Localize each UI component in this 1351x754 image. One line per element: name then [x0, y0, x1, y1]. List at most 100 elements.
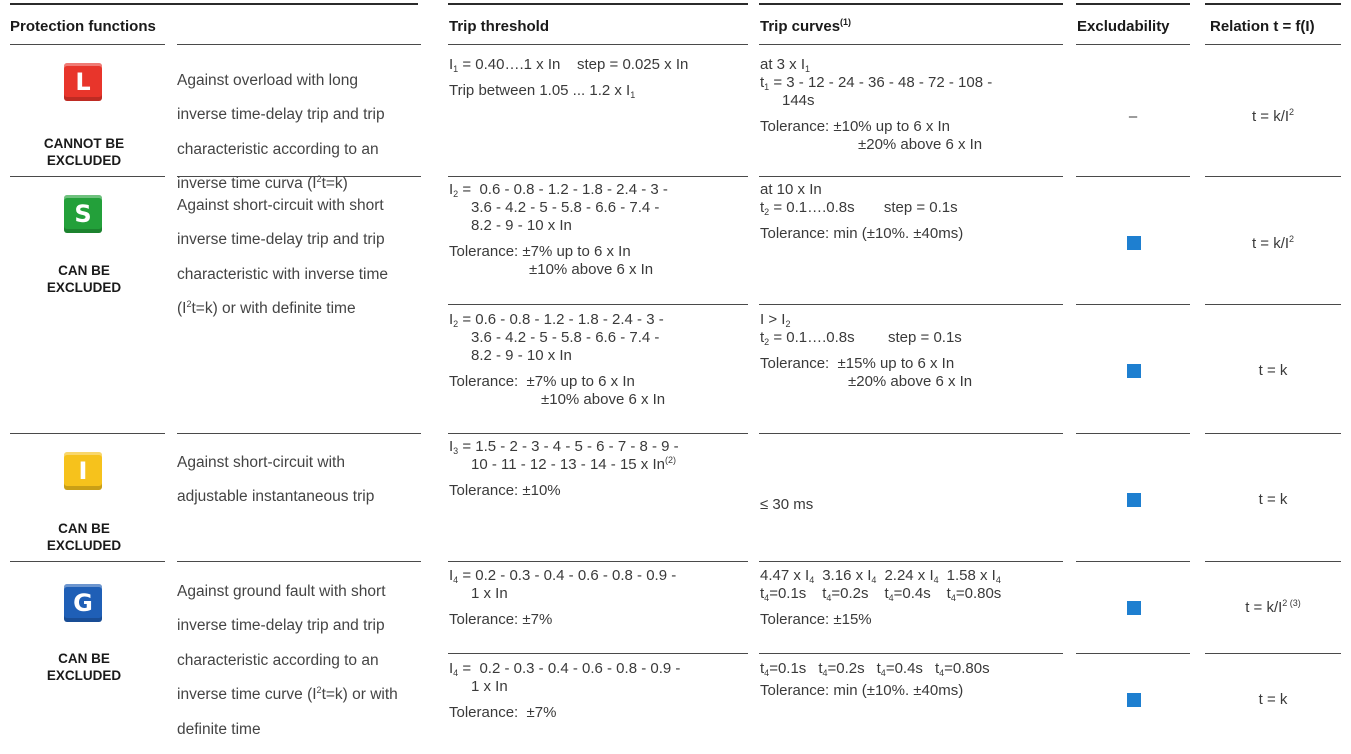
- relation-G-2: t = k: [1258, 691, 1288, 708]
- header-relation: Relation t = f(I): [1210, 18, 1315, 35]
- row-divider-S-3: [448, 433, 748, 434]
- header-divider-curves: [759, 44, 1063, 45]
- desc-G: Against ground fault with short inverse …: [177, 566, 421, 754]
- desc-I-2: adjustable instantaneous trip: [177, 488, 375, 505]
- label-L-2: EXCLUDED: [46, 153, 122, 168]
- curve-col-G1-2: 3.16 x I4 t4=0.2s: [822, 567, 877, 603]
- threshold-S-1: I2 = 0.6 - 0.8 - 1.2 - 1.8 - 2.4 - 3 - 3…: [449, 181, 668, 278]
- relation-L: t = k/I2: [1251, 107, 1295, 126]
- header-trip-threshold: Trip threshold: [449, 18, 550, 35]
- row-divider-L-6: [1205, 176, 1341, 177]
- desc-I: Against short-circuit with adjustable in…: [177, 437, 421, 522]
- header-divider-2: [177, 44, 421, 45]
- label-G-2: EXCLUDED: [46, 668, 122, 683]
- header-rule-relation: [1205, 3, 1341, 5]
- desc-G-2: inverse time-delay trip and trip: [177, 617, 385, 634]
- row-divider-I-5: [1076, 561, 1190, 562]
- row-divider-I-6: [1205, 561, 1341, 562]
- desc-L-2: inverse time-delay trip and trip: [177, 106, 385, 123]
- desc-S-4: (I2t=k) or with definite time: [177, 299, 356, 318]
- row-divider-G-mid-3: [1076, 653, 1190, 654]
- row-divider-I-2: [177, 561, 421, 562]
- row-divider-I-1: [10, 561, 165, 562]
- row-divider-G-mid-2: [759, 653, 1063, 654]
- curve-col-G1-3: 2.24 x I4 t4=0.4s: [884, 567, 939, 603]
- label-S-2: EXCLUDED: [46, 280, 122, 295]
- label-L-1: CANNOT BE: [43, 136, 125, 151]
- label-I-1: CAN BE: [58, 521, 110, 536]
- desc-L-1: Against overload with long: [177, 71, 358, 89]
- row-divider-L-1: [10, 176, 165, 177]
- label-G-1: CAN BE: [58, 651, 110, 666]
- desc-L-4: inverse time curva (I2t=k): [177, 174, 348, 193]
- header-divider-1: [10, 44, 165, 45]
- label-I-2: EXCLUDED: [46, 538, 122, 553]
- row-divider-L-3: [448, 176, 748, 177]
- desc-G-3: characteristic according to an: [177, 651, 379, 669]
- header-trip-curves: Trip curves(1): [760, 17, 852, 36]
- row-divider-S-mid-4: [1205, 304, 1341, 305]
- row-divider-S-5: [1076, 433, 1190, 434]
- curves-S-2: I > I2 t2 = 0.1….0.8s step = 0.1s Tolera…: [760, 311, 973, 390]
- curve-col-G1-1: 4.47 x I4 t4=0.1s: [760, 567, 815, 603]
- curves-L: at 3 x I1 t1 = 3 - 12 - 24 - 36 - 48 - 7…: [760, 56, 993, 153]
- excludability-L: –: [1128, 108, 1138, 125]
- threshold-I: I3 = 1.5 - 2 - 3 - 4 - 5 - 6 - 7 - 8 - 9…: [449, 438, 679, 499]
- label-S-1: CAN BE: [58, 263, 110, 278]
- row-divider-S-2: [177, 433, 421, 434]
- curve-col-G2-4: t4=0.80s: [934, 660, 990, 678]
- desc-S: Against short-circuit with short inverse…: [177, 180, 421, 334]
- threshold-S-2: I2 = 0.6 - 0.8 - 1.2 - 1.8 - 2.4 - 3 - 3…: [449, 311, 666, 408]
- header-trip-curves-note: (1): [840, 17, 852, 27]
- header-trip-curves-text: Trip curves: [760, 18, 841, 35]
- row-divider-L-4: [759, 176, 1063, 177]
- badge-G: G: [64, 584, 102, 622]
- excludable-marker-S-1: [1127, 236, 1141, 250]
- row-divider-I-3: [448, 561, 748, 562]
- curves-G-1: 4.47 x I4 t4=0.1s 3.16 x I4 t4=0.2s 2.24 x…: [760, 567, 1002, 628]
- desc-G-5: definite time: [177, 720, 261, 738]
- curves-G-2: t4=0.1s t4=0.2s t4=0.4s t4=0.80s Toleran…: [760, 660, 990, 699]
- curves-S-1: at 10 x In t2 = 0.1….0.8s step = 0.1s To…: [760, 181, 964, 242]
- desc-S-3: characteristic with inverse time: [177, 265, 389, 283]
- header-rule-threshold: [448, 3, 748, 5]
- curve-col-G2-3: t4=0.4s: [876, 660, 923, 678]
- desc-S-2: inverse time-delay trip and trip: [177, 231, 385, 248]
- row-divider-S-mid-2: [759, 304, 1063, 305]
- row-divider-S-mid-1: [448, 304, 748, 305]
- curve-col-G2-2: t4=0.2s: [818, 660, 865, 678]
- relation-S-1: t = k/I2: [1251, 234, 1295, 253]
- row-divider-S-mid-3: [1076, 304, 1190, 305]
- badge-L: L: [64, 63, 102, 101]
- row-divider-S-4: [759, 433, 1063, 434]
- desc-G-4: inverse time curve (I2t=k) or with: [177, 685, 398, 704]
- row-divider-S-1: [10, 433, 165, 434]
- desc-I-1: Against short-circuit with: [177, 453, 345, 471]
- desc-S-1: Against short-circuit with short: [177, 196, 384, 214]
- row-divider-G-mid-4: [1205, 653, 1341, 654]
- excludable-marker-S-2: [1127, 364, 1141, 378]
- row-divider-G-mid-1: [448, 653, 748, 654]
- badge-S: S: [64, 195, 102, 233]
- row-divider-L-5: [1076, 176, 1190, 177]
- desc-L-3: characteristic according to an: [177, 140, 379, 158]
- relation-S-2: t = k: [1258, 362, 1288, 379]
- row-divider-S-6: [1205, 433, 1341, 434]
- threshold-L: I1 = 0.40….1 x In step = 0.025 x In Trip…: [449, 56, 689, 100]
- row-divider-I-4: [759, 561, 1063, 562]
- header-rule-curves: [759, 3, 1063, 5]
- curves-I: ≤ 30 ms: [760, 496, 814, 513]
- curve-col-G1-4: 1.58 x I4 t4=0.80s: [946, 567, 1002, 603]
- excludable-marker-I: [1127, 493, 1141, 507]
- header-divider-excl: [1076, 44, 1190, 45]
- desc-L: Against overload with long inverse time-…: [177, 55, 421, 209]
- curve-col-G2-1: t4=0.1s: [760, 660, 807, 678]
- header-divider-relation: [1205, 44, 1341, 45]
- excludable-marker-G-1: [1127, 601, 1141, 615]
- badge-I: I: [64, 452, 102, 490]
- header-divider-threshold: [448, 44, 748, 45]
- header-protection-functions: Protection functions: [10, 18, 156, 35]
- header-excludability: Excludability: [1077, 18, 1170, 35]
- row-divider-L-2: [177, 176, 421, 177]
- header-rule-excludability: [1076, 3, 1190, 5]
